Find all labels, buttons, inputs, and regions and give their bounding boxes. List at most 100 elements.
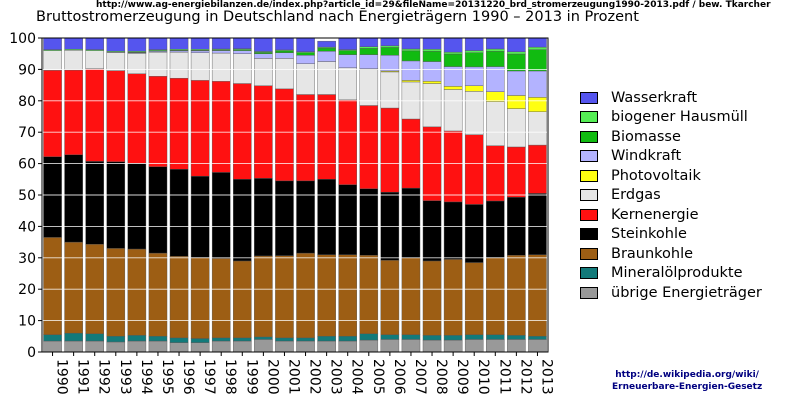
bar-segment: [233, 37, 252, 49]
bar-segment: [148, 252, 168, 337]
bar-segment: [296, 63, 315, 95]
bar-segment: [486, 48, 505, 52]
bars-layer: [43, 37, 547, 353]
bar-segment: [64, 37, 83, 50]
y-tick-label: 20: [18, 282, 36, 298]
bar-segment: [190, 342, 210, 353]
bar-segment: [464, 85, 484, 92]
x-tick-label: 1999: [243, 359, 259, 395]
bar-segment: [190, 338, 210, 343]
bar-segment: [233, 260, 252, 339]
bar-segment: [528, 193, 547, 255]
x-tick-label: 1994: [138, 359, 154, 395]
bar-segment: [528, 97, 547, 112]
legend-swatch: [580, 130, 598, 143]
bar-segment: [507, 108, 526, 148]
source-link-line1[interactable]: http://de.wikipedia.org/wiki/: [615, 370, 759, 380]
chart-title: Bruttostromerzeugung in Deutschland nach…: [36, 9, 639, 25]
legend-item: Windkraft: [580, 147, 762, 167]
bar-segment: [317, 47, 336, 52]
bar-segment: [380, 260, 400, 335]
legend-label: biogener Hausmüll: [611, 109, 748, 126]
bar-segment: [275, 37, 294, 51]
bar-segment: [507, 51, 526, 55]
legend-swatch: [580, 169, 598, 182]
bar-segment: [211, 37, 231, 50]
bar-segment: [401, 339, 421, 353]
bar-segment: [464, 91, 484, 135]
y-tick-label: 90: [18, 62, 36, 78]
bar-segment: [317, 50, 336, 62]
bar-segment: [443, 130, 463, 203]
x-tick-label: 1990: [54, 359, 70, 395]
bar-segment: [317, 94, 336, 180]
y-tick-label: 30: [18, 251, 36, 267]
bar-segment: [169, 169, 189, 257]
bar-segment: [211, 52, 231, 82]
legend-swatch: [580, 111, 598, 124]
bar-segment: [296, 340, 315, 353]
legend: Wasserkraft biogener Hausmüll Biomasse Wind…: [580, 88, 762, 303]
bar-segment: [507, 37, 526, 53]
bar-segment: [85, 340, 104, 353]
bar-segment: [338, 340, 357, 353]
legend-item: biogener Hausmüll: [580, 108, 762, 128]
source-link-line2[interactable]: Erneuerbare-Energien-Gesetz: [612, 382, 763, 392]
bar-segment: [443, 335, 463, 341]
bar-segment: [254, 178, 273, 257]
bar-segment: [127, 335, 147, 342]
bar-segment: [464, 262, 484, 335]
bar-segment: [443, 89, 463, 132]
bar-segment: [64, 332, 83, 342]
bar-segment: [507, 70, 526, 96]
y-tick-label: 50: [18, 188, 36, 204]
bar-segment: [401, 60, 421, 81]
bar-segment: [486, 200, 505, 258]
legend-label: Biomasse: [611, 128, 681, 145]
bar-segment: [233, 337, 252, 342]
bar-segment: [106, 248, 126, 337]
bar-segment: [401, 118, 421, 189]
bar-segment: [443, 53, 463, 67]
bar-segment: [85, 161, 104, 245]
bar-segment: [528, 144, 547, 194]
legend-item: Wasserkraft: [580, 88, 762, 108]
bar-segment: [233, 179, 252, 262]
bar-segment: [507, 95, 526, 109]
bar-segment: [43, 340, 62, 353]
x-tick-label: 2001: [285, 359, 301, 395]
bar-segment: [380, 45, 400, 48]
bar-segment: [486, 91, 505, 102]
bar-segment: [190, 37, 210, 50]
bar-segment: [443, 51, 463, 55]
bar-segment: [127, 73, 147, 164]
bar-segment: [464, 37, 484, 51]
legend-item: übrige Energieträger: [580, 283, 762, 303]
bar-segment: [338, 99, 357, 185]
bar-segment: [380, 47, 400, 56]
x-tick-label: 2006: [391, 359, 407, 395]
bar-segment: [422, 81, 442, 84]
y-tick-label: 100: [9, 31, 36, 47]
bar-segment: [106, 341, 126, 353]
bar-segment: [148, 166, 168, 254]
bar-segment: [106, 52, 126, 71]
legend-item: Mineralölprodukte: [580, 264, 762, 284]
bar-segment: [338, 336, 357, 342]
legend-item: Erdgas: [580, 186, 762, 206]
bar-segment: [254, 53, 273, 59]
bar-segment: [528, 111, 547, 146]
x-tick-label: 1991: [75, 359, 91, 395]
bar-segment: [443, 86, 463, 90]
bar-segment: [64, 241, 83, 334]
bar-segment: [401, 37, 421, 50]
bar-segment: [422, 37, 442, 50]
bar-segment: [359, 69, 379, 106]
y-tick-label: 10: [18, 314, 36, 330]
legend-item: Biomasse: [580, 127, 762, 147]
source-link[interactable]: http://de.wikipedia.org/wiki/ Erneuerbar…: [612, 369, 762, 393]
bar-segment: [64, 340, 83, 353]
bar-segment: [169, 51, 189, 79]
bar-segment: [359, 54, 379, 69]
bar-segment: [43, 50, 62, 71]
